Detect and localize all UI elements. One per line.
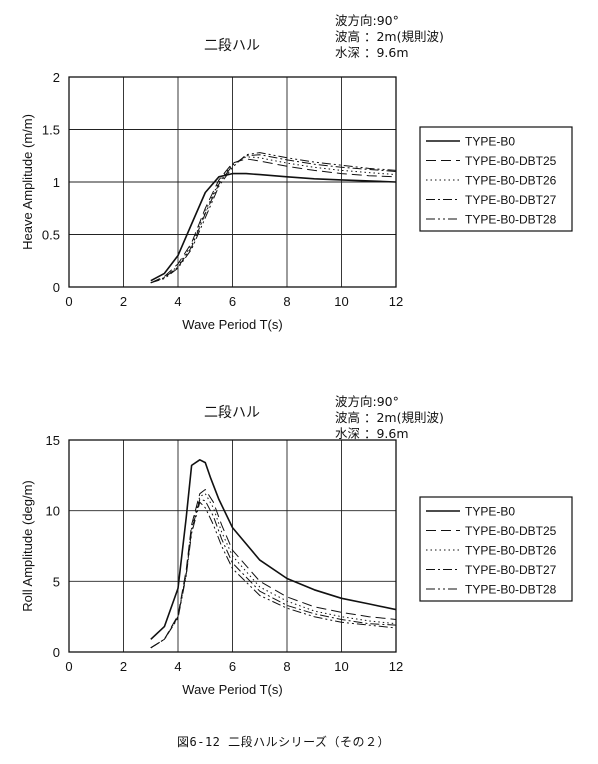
y-tick-label: 0 [53, 645, 60, 660]
legend-label: TYPE-B0-DBT27 [465, 563, 557, 577]
series-line-4 [150, 154, 396, 284]
x-tick-label: 4 [174, 659, 181, 674]
legend-label: TYPE-B0 [465, 505, 515, 519]
condition-text: 波方向:90° [335, 394, 399, 409]
y-axis-label: Heave Amplitude (m/m) [20, 114, 35, 250]
series-line-1 [150, 172, 396, 282]
legend-label: TYPE-B0-DBT26 [465, 544, 557, 558]
chart-2: 0 2 4 6 8 10 12 0 5 10 15 Wave Period T(s) Roll Ampl… [20, 394, 573, 697]
legend-label: TYPE-B0-DBT25 [465, 524, 557, 538]
figure-caption: 図6-12 二段ハルシリーズ（その２） [177, 735, 391, 749]
chart-title: 二段ハル [204, 405, 260, 421]
y-tick-label: 2 [53, 70, 60, 85]
x-tick-label: 12 [389, 659, 403, 674]
x-tick-label: 8 [283, 294, 290, 309]
legend-label: TYPE-B0-DBT27 [465, 193, 557, 207]
series-line-1 [150, 458, 396, 640]
x-tick-label: 8 [283, 659, 290, 674]
x-tick-label: 2 [120, 659, 127, 674]
x-axis-label: Wave Period T(s) [182, 682, 282, 697]
y-axis-label: Roll Amplitude (deg/m) [20, 480, 35, 612]
x-tick-label: 10 [334, 659, 348, 674]
series-line-5 [150, 501, 396, 649]
series-line-4 [150, 498, 396, 649]
y-tick-label: 15 [46, 433, 60, 448]
legend-label: TYPE-B0-DBT28 [465, 583, 557, 597]
legend-label: TYPE-B0-DBT25 [465, 154, 557, 168]
plot-area [68, 439, 397, 653]
y-tick-label: 0 [53, 280, 60, 295]
x-tick-label: 2 [120, 294, 127, 309]
condition-text: 波高 ：2m(規則波) [335, 29, 444, 44]
y-tick-label: 10 [46, 504, 60, 519]
condition-text: 水深 ：9.6m [335, 45, 409, 60]
legend-box [419, 126, 573, 232]
x-axis-label: Wave Period T(s) [182, 317, 282, 332]
x-tick-label: 0 [65, 659, 72, 674]
y-tick-label: 5 [53, 574, 60, 589]
series-line-5 [150, 152, 396, 284]
series-line-3 [150, 493, 396, 649]
condition-text: 波方向:90° [335, 13, 399, 28]
series-line-2 [150, 158, 396, 284]
x-tick-label: 6 [229, 659, 236, 674]
x-tick-label: 6 [229, 294, 236, 309]
y-tick-label: 1 [53, 175, 60, 190]
y-tick-label: 0.5 [42, 228, 60, 243]
legend-box [419, 496, 573, 602]
series-line-3 [150, 156, 396, 284]
condition-text: 水深 ：9.6m [335, 426, 409, 441]
x-tick-label: 10 [334, 294, 348, 309]
chart-1: 0 2 4 6 8 10 12 0 0.5 1 1.5 2 Wave Period T(s) Heave … [20, 13, 573, 332]
x-tick-label: 12 [389, 294, 403, 309]
legend-label: TYPE-B0-DBT28 [465, 213, 557, 227]
y-tick-label: 1.5 [42, 123, 60, 138]
x-tick-label: 0 [65, 294, 72, 309]
condition-text: 波高 ：2m(規則波) [335, 410, 444, 425]
legend-label: TYPE-B0-DBT26 [465, 174, 557, 188]
legend-label: TYPE-B0 [465, 135, 515, 149]
legend: TYPE-B0 TYPE-B0-DBT25 TYPE-B0-DBT26 TYPE-B0… [419, 126, 573, 232]
legend: TYPE-B0 TYPE-B0-DBT25 TYPE-B0-DBT26 TYPE-B0… [419, 496, 573, 602]
chart-title: 二段ハル [204, 38, 260, 54]
x-tick-label: 4 [174, 294, 181, 309]
series-line-2 [150, 489, 396, 649]
